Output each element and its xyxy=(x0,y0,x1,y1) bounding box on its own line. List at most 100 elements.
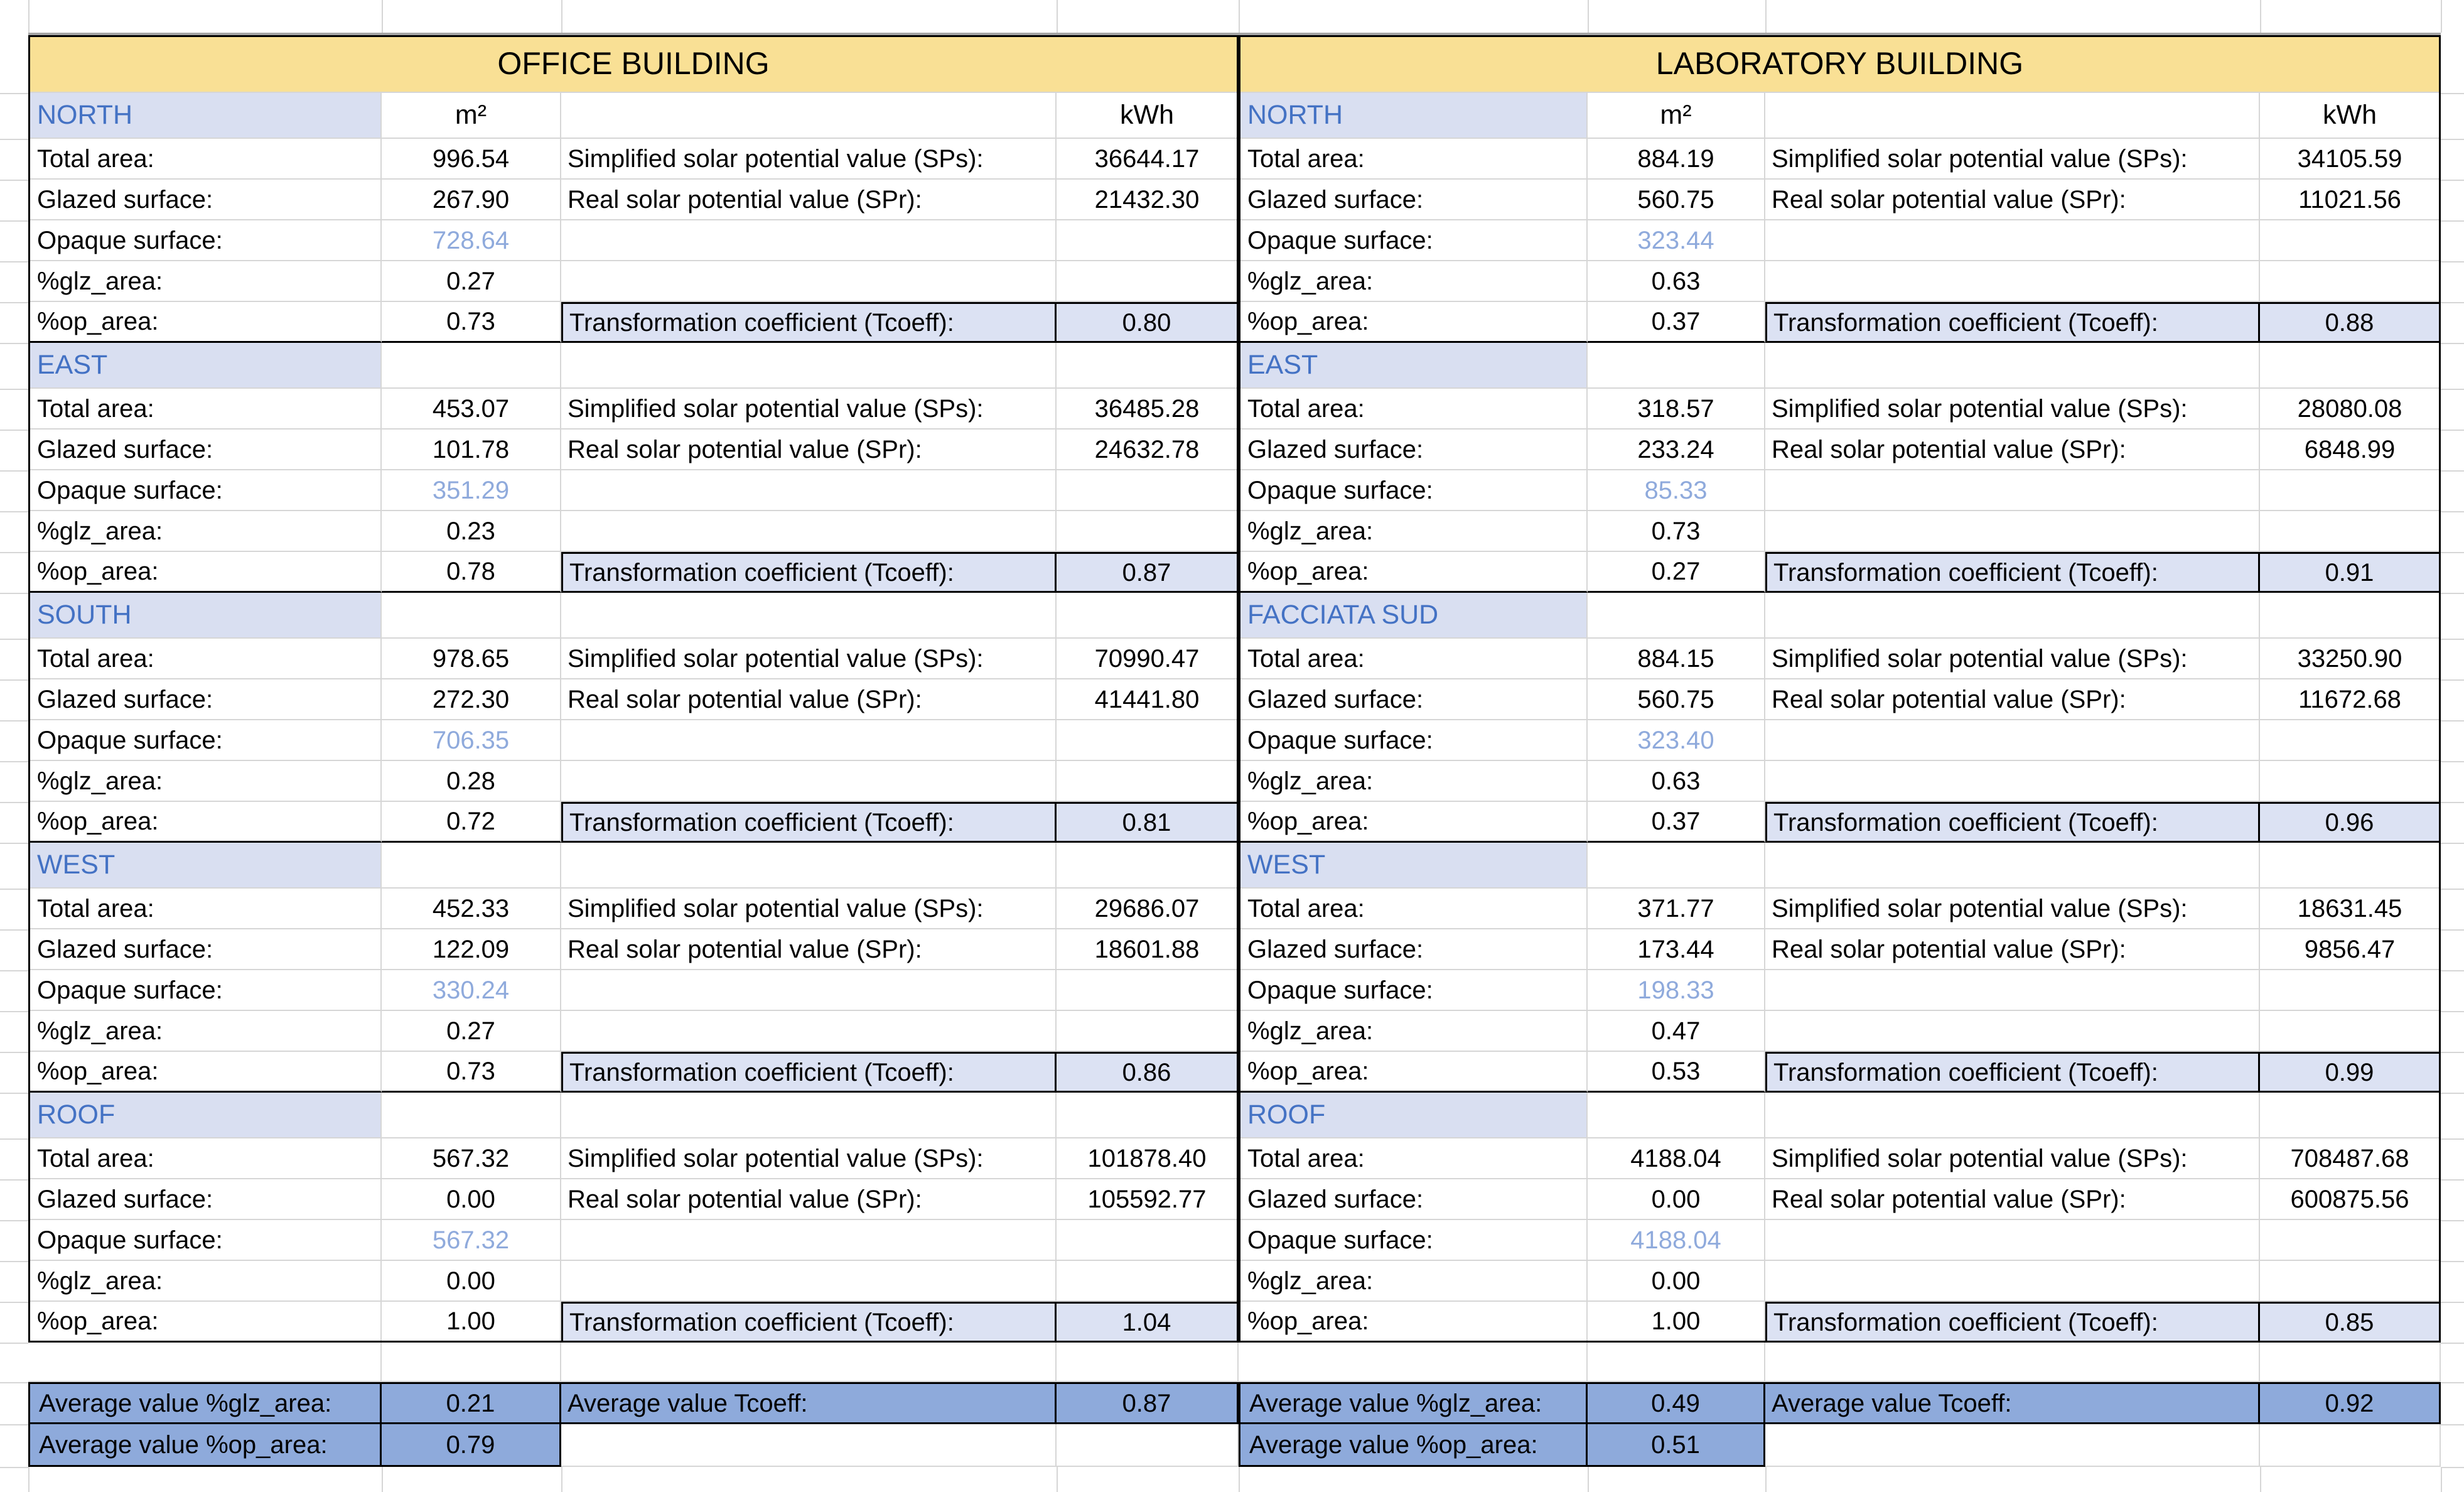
empty-cell[interactable] xyxy=(561,1343,1057,1382)
total-area-label[interactable]: Total area: xyxy=(28,139,382,180)
glazed-surface-value[interactable]: 272.30 xyxy=(382,679,561,720)
spr-label[interactable]: Real solar potential value (SPr): xyxy=(561,180,1057,220)
spr-value[interactable]: 18601.88 xyxy=(1057,929,1239,970)
empty-cell[interactable] xyxy=(1765,720,2260,761)
empty-cell[interactable] xyxy=(1057,261,1239,302)
average-glz-label[interactable]: Average value %glz_area: xyxy=(1239,1382,1588,1424)
average-glz-value[interactable]: 0.49 xyxy=(1588,1382,1765,1424)
opaque-surface-label[interactable]: Opaque surface: xyxy=(1239,470,1588,511)
opaque-surface-value[interactable]: 706.35 xyxy=(382,720,561,761)
op-area-pct-label[interactable]: %op_area: xyxy=(1239,1302,1588,1343)
tcoeff-value[interactable]: 0.91 xyxy=(2260,552,2441,593)
empty-cell[interactable] xyxy=(2260,220,2441,261)
empty-cell[interactable] xyxy=(1765,1261,2260,1302)
average-tcoeff-label[interactable]: Average value Tcoeff: xyxy=(1765,1382,2260,1424)
empty-cell[interactable] xyxy=(1057,1343,1239,1382)
average-tcoeff-label[interactable]: Average value Tcoeff: xyxy=(561,1382,1057,1424)
opaque-surface-label[interactable]: Opaque surface: xyxy=(1239,1220,1588,1261)
empty-cell[interactable] xyxy=(2260,970,2441,1011)
empty-cell[interactable] xyxy=(1765,1093,2260,1138)
glz-area-pct-label[interactable]: %glz_area: xyxy=(1239,1261,1588,1302)
spr-label[interactable]: Real solar potential value (SPr): xyxy=(1765,929,2260,970)
area-unit-label[interactable] xyxy=(1588,1093,1765,1138)
empty-cell[interactable] xyxy=(1765,511,2260,552)
empty-cell[interactable] xyxy=(1765,593,2260,639)
glazed-surface-label[interactable]: Glazed surface: xyxy=(1239,1179,1588,1220)
glz-area-pct-label[interactable]: %glz_area: xyxy=(1239,1011,1588,1052)
opaque-surface-label[interactable]: Opaque surface: xyxy=(1239,720,1588,761)
glazed-surface-value[interactable]: 122.09 xyxy=(382,929,561,970)
glazed-surface-label[interactable]: Glazed surface: xyxy=(1239,430,1588,470)
empty-cell[interactable] xyxy=(1057,511,1239,552)
sps-label[interactable]: Simplified solar potential value (SPs): xyxy=(1765,389,2260,430)
section-name-cell[interactable]: ROOF xyxy=(28,1093,382,1138)
glz-area-pct-label[interactable]: %glz_area: xyxy=(28,1261,382,1302)
tcoeff-value[interactable]: 0.87 xyxy=(1057,552,1239,593)
glazed-surface-label[interactable]: Glazed surface: xyxy=(28,430,382,470)
empty-cell[interactable] xyxy=(1765,343,2260,389)
empty-cell[interactable] xyxy=(382,1343,561,1382)
op-area-pct-value[interactable]: 1.00 xyxy=(382,1302,561,1343)
area-unit-label[interactable] xyxy=(382,593,561,639)
empty-cell[interactable] xyxy=(1588,1343,1765,1382)
total-area-label[interactable]: Total area: xyxy=(1239,389,1588,430)
energy-unit-label[interactable] xyxy=(2260,343,2441,389)
tcoeff-value[interactable]: 0.99 xyxy=(2260,1052,2441,1093)
empty-cell[interactable] xyxy=(1765,970,2260,1011)
spr-value[interactable]: 600875.56 xyxy=(2260,1179,2441,1220)
energy-unit-label[interactable]: kWh xyxy=(1057,93,1239,139)
energy-unit-label[interactable] xyxy=(1057,593,1239,639)
area-unit-label[interactable] xyxy=(1588,343,1765,389)
energy-unit-label[interactable] xyxy=(2260,1093,2441,1138)
tcoeff-value[interactable]: 0.81 xyxy=(1057,802,1239,843)
total-area-label[interactable]: Total area: xyxy=(28,389,382,430)
op-area-pct-label[interactable]: %op_area: xyxy=(28,302,382,343)
glazed-surface-label[interactable]: Glazed surface: xyxy=(28,679,382,720)
section-name-cell[interactable]: WEST xyxy=(1239,843,1588,889)
sps-label[interactable]: Simplified solar potential value (SPs): xyxy=(1765,639,2260,679)
glazed-surface-value[interactable]: 173.44 xyxy=(1588,929,1765,970)
empty-cell[interactable] xyxy=(2260,1424,2441,1467)
empty-cell[interactable] xyxy=(1057,720,1239,761)
tcoeff-label[interactable]: Transformation coefficient (Tcoeff): xyxy=(1765,1052,2260,1093)
empty-cell[interactable] xyxy=(2260,720,2441,761)
average-op-value[interactable]: 0.51 xyxy=(1588,1424,1765,1467)
op-area-pct-label[interactable]: %op_area: xyxy=(28,552,382,593)
section-name-cell[interactable]: ROOF xyxy=(1239,1093,1588,1138)
empty-cell[interactable] xyxy=(561,1261,1057,1302)
total-area-label[interactable]: Total area: xyxy=(1239,639,1588,679)
glazed-surface-value[interactable]: 267.90 xyxy=(382,180,561,220)
empty-cell[interactable] xyxy=(1057,470,1239,511)
op-area-pct-label[interactable]: %op_area: xyxy=(1239,552,1588,593)
op-area-pct-label[interactable]: %op_area: xyxy=(1239,1052,1588,1093)
area-unit-label[interactable]: m² xyxy=(1588,93,1765,139)
empty-cell[interactable] xyxy=(1765,1011,2260,1052)
sps-label[interactable]: Simplified solar potential value (SPs): xyxy=(561,639,1057,679)
total-area-value[interactable]: 884.19 xyxy=(1588,139,1765,180)
total-area-value[interactable]: 567.32 xyxy=(382,1138,561,1179)
sps-value[interactable]: 36644.17 xyxy=(1057,139,1239,180)
empty-cell[interactable] xyxy=(1057,970,1239,1011)
area-unit-label[interactable] xyxy=(1588,843,1765,889)
building-title[interactable]: LABORATORY BUILDING xyxy=(1239,35,2441,93)
spr-value[interactable]: 21432.30 xyxy=(1057,180,1239,220)
empty-cell[interactable] xyxy=(2260,470,2441,511)
empty-cell[interactable] xyxy=(561,1011,1057,1052)
opaque-surface-value[interactable]: 330.24 xyxy=(382,970,561,1011)
sps-label[interactable]: Simplified solar potential value (SPs): xyxy=(561,889,1057,929)
spr-value[interactable]: 11672.68 xyxy=(2260,679,2441,720)
op-area-pct-value[interactable]: 0.73 xyxy=(382,1052,561,1093)
energy-unit-label[interactable] xyxy=(1057,343,1239,389)
empty-cell[interactable] xyxy=(1765,220,2260,261)
sps-value[interactable]: 18631.45 xyxy=(2260,889,2441,929)
opaque-surface-label[interactable]: Opaque surface: xyxy=(28,470,382,511)
empty-cell[interactable] xyxy=(561,761,1057,802)
glz-area-pct-label[interactable]: %glz_area: xyxy=(28,1011,382,1052)
sps-value[interactable]: 36485.28 xyxy=(1057,389,1239,430)
glazed-surface-value[interactable]: 560.75 xyxy=(1588,679,1765,720)
opaque-surface-value[interactable]: 728.64 xyxy=(382,220,561,261)
glz-area-pct-value[interactable]: 0.28 xyxy=(382,761,561,802)
area-unit-label[interactable]: m² xyxy=(382,93,561,139)
tcoeff-label[interactable]: Transformation coefficient (Tcoeff): xyxy=(561,1052,1057,1093)
energy-unit-label[interactable] xyxy=(2260,843,2441,889)
